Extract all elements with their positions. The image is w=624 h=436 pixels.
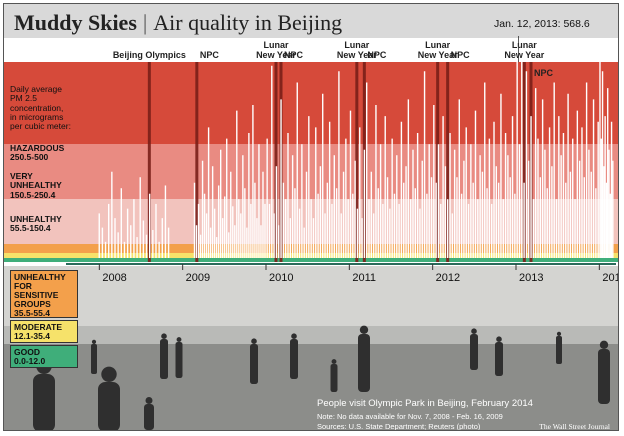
infographic-frame: Muddy Skies | Air quality in Beijing Jan. … — [3, 3, 619, 431]
legend-good-box: GOOD 0.0-12.0 — [10, 345, 78, 368]
photo-person-11 — [470, 334, 478, 370]
sources-note: Sources: U.S. State Department; Reuters … — [317, 422, 481, 431]
x-tick-label-2013: 2013 — [519, 272, 543, 284]
photo-person-head-1 — [101, 366, 117, 382]
photo-person-8 — [160, 339, 168, 379]
event-label-5-0: NPC — [367, 50, 387, 60]
legend-sensitive-box: UNHEALTHY FOR SENSITIVE GROUPS 35.5-55.4 — [10, 270, 78, 318]
band-very-unhealthy — [4, 144, 618, 199]
photo-person-head-2 — [145, 397, 153, 404]
title-rest: Air quality in Beijing — [153, 10, 343, 35]
event-label-3-0: NPC — [284, 50, 304, 60]
band-hazardous — [4, 62, 618, 144]
photo-person-2 — [144, 404, 154, 430]
title-bold: Muddy Skies — [14, 10, 137, 35]
event-line-2 — [274, 62, 278, 262]
event-label-0-0: Beijing Olympics — [113, 50, 186, 60]
event-label-8-1: New Year — [504, 50, 544, 60]
event-line-0 — [147, 62, 151, 262]
pm25-chart: 2008 2009 2010 2011 2012 2013 2014 Beijing Olym… — [4, 36, 619, 430]
event-line-8 — [522, 62, 526, 262]
event-line-7 — [446, 62, 450, 262]
event-label-9-0: NPC — [534, 68, 554, 78]
photo-person-6 — [358, 334, 370, 392]
title-bar: Muddy Skies | Air quality in Beijing Jan. … — [4, 4, 618, 38]
photo-person-10 — [91, 344, 97, 374]
x-tick-label-2014: 2014 — [602, 272, 619, 284]
chart-title: Muddy Skies | Air quality in Beijing — [14, 10, 342, 36]
photo-person-9 — [175, 342, 183, 378]
event-line-6 — [436, 62, 440, 262]
peak-annotation: Jan. 12, 2013: 568.6 — [494, 18, 590, 30]
photo-person-head-7 — [599, 340, 609, 349]
photo-person-head-12 — [496, 336, 502, 343]
event-label-2-0: Lunar — [263, 40, 288, 50]
event-label-6-0: Lunar — [425, 40, 450, 50]
legend-moderate-box: MODERATE 12.1-35.4 — [10, 320, 78, 343]
photo-person-head-8 — [161, 333, 167, 340]
data-note: Note: No data available for Nov. 7, 2008… — [317, 412, 503, 421]
photo-person-head-13 — [556, 331, 562, 336]
x-tick-label-2010: 2010 — [269, 272, 293, 284]
photo-person-12 — [495, 342, 503, 376]
event-label-6-1: New Year — [418, 50, 458, 60]
x-tick-label-2009: 2009 — [186, 272, 210, 284]
photo-person-4 — [290, 339, 298, 379]
photo-person-head-5 — [331, 359, 337, 364]
event-label-2-1: New Year — [256, 50, 296, 60]
band-very-unhealthy-label: VERY UNHEALTHY 150.5-250.4 — [10, 171, 62, 200]
title-separator: | — [142, 10, 148, 35]
band-unhealthy-label: UNHEALTHY 55.5-150.4 — [10, 214, 62, 234]
event-label-1-0: NPC — [200, 50, 220, 60]
photo-person-3 — [250, 344, 258, 384]
x-tick-label-2008: 2008 — [102, 272, 126, 284]
photo-person-13 — [556, 336, 562, 364]
photo-person-head-10 — [91, 339, 97, 344]
event-line-1 — [195, 62, 199, 262]
photo-person-head-6 — [359, 325, 369, 334]
x-tick-label-2011: 2011 — [352, 272, 376, 284]
band-good — [4, 258, 618, 262]
band-intro-label: Daily average PM 2.5 concentration, in m… — [10, 84, 71, 132]
photo-person-7 — [598, 349, 610, 404]
credit: The Wall Street Journal — [539, 422, 610, 431]
event-label-7-0: NPC — [451, 50, 471, 60]
band-hazardous-label: HAZARDOUS 250.5-500 — [10, 143, 65, 163]
photo-person-head-9 — [176, 337, 182, 342]
photo-person-0 — [33, 374, 55, 430]
photo-person-head-11 — [471, 328, 477, 335]
event-label-8-0: Lunar — [512, 40, 537, 50]
photo-person-head-4 — [291, 333, 297, 340]
photo-person-1 — [98, 382, 120, 430]
photo-haze-sky — [4, 266, 618, 326]
event-line-4 — [355, 62, 359, 262]
photo-person-head-3 — [251, 338, 257, 345]
x-tick-label-2012: 2012 — [436, 272, 460, 284]
photo-caption: People visit Olympic Park in Beijing, Fe… — [317, 398, 533, 409]
event-label-4-1: New Year — [337, 50, 377, 60]
photo-person-5 — [330, 364, 338, 392]
event-label-4-0: Lunar — [344, 40, 369, 50]
